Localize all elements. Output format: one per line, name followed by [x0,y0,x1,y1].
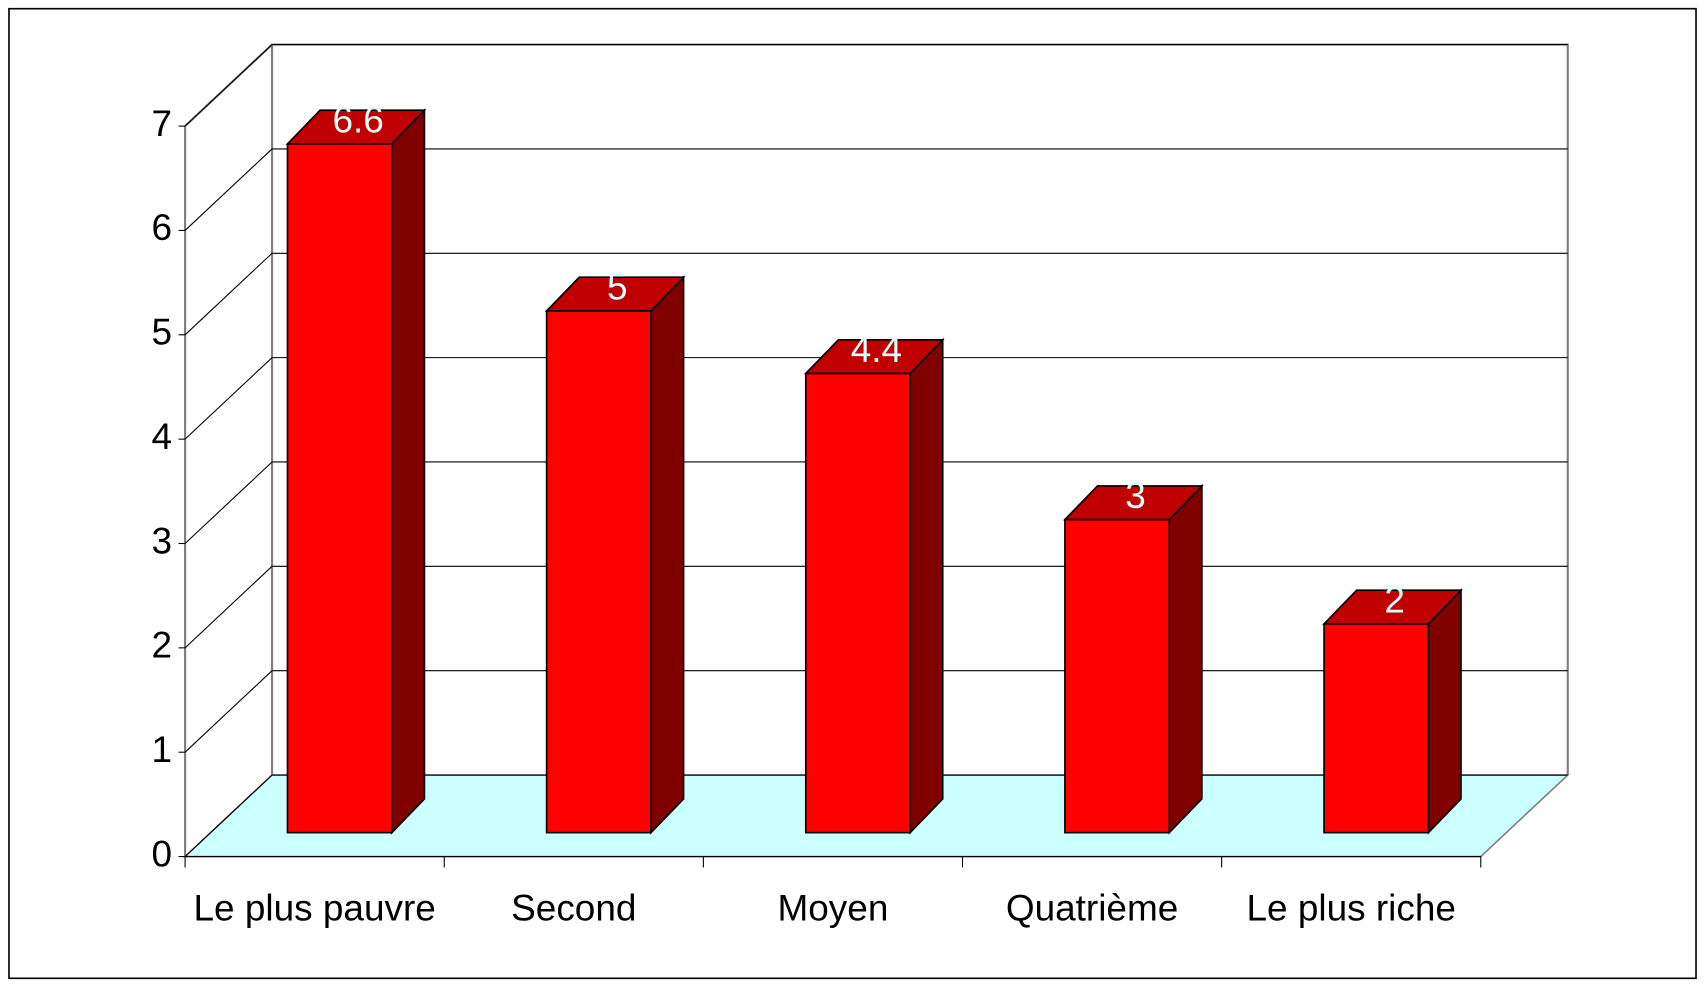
side-grid-line [184,670,273,753]
bar-side [1427,588,1462,835]
x-tick-label: Quatrième [1006,888,1178,929]
x-tick-label: Moyen [777,888,888,929]
y-tick-label: 7 [151,103,172,144]
y-tick-label: 5 [151,312,172,353]
bar [1323,623,1430,834]
bar [1064,518,1171,834]
bar [286,143,393,834]
bar-side [1168,483,1203,835]
data-label: 4.4 [851,329,902,370]
bar [804,372,911,834]
y-tick-label: 1 [151,729,172,770]
bar-side [650,275,685,835]
bar-side [391,108,426,835]
data-label: 5 [607,266,628,307]
bar [545,310,652,834]
x-tick-label: Le plus pauvre [193,888,435,929]
y-tick-label: 3 [151,520,172,561]
data-label: 6.6 [332,99,383,140]
data-label: 3 [1125,475,1146,516]
x-tick-label: Second [511,888,636,929]
y-tick-label: 4 [151,416,172,457]
y-tick-label: 0 [151,833,172,874]
side-grid-line [184,252,273,336]
side-grid-line [184,461,273,544]
y-tick-label: 2 [151,625,172,666]
side-grid-line [184,357,273,440]
bar-side [909,337,944,835]
x-tick-label: Le plus riche [1246,888,1455,929]
data-label: 2 [1384,580,1405,621]
side-grid-line [184,148,273,231]
side-grid-line [184,774,273,857]
side-grid-line [184,565,273,649]
y-tick-label: 6 [151,207,172,248]
side-grid-line [184,44,273,127]
